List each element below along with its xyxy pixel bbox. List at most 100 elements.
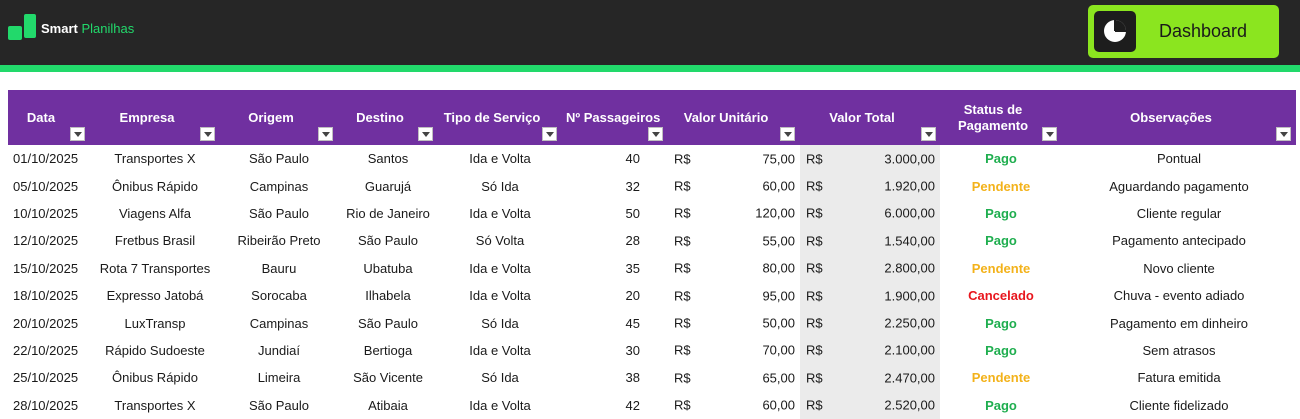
- table-row[interactable]: 20/10/2025 LuxTransp Campinas São Paulo Só I…: [8, 309, 1296, 337]
- cell-destino[interactable]: São Vicente: [353, 370, 423, 386]
- cell-origem[interactable]: São Paulo: [249, 151, 309, 167]
- cell-valor-total[interactable]: R$ 2.800,00: [800, 254, 940, 282]
- cell-destino[interactable]: Atibaia: [368, 397, 408, 413]
- cell-valor-unitario[interactable]: R$ 120,00: [668, 200, 800, 227]
- cell-passageiros[interactable]: 28: [625, 233, 640, 249]
- cell-destino[interactable]: Santos: [367, 151, 409, 167]
- filter-dropdown-icon[interactable]: [318, 127, 333, 141]
- cell-empresa[interactable]: Ônibus Rápido: [112, 370, 198, 386]
- status-badge[interactable]: Pago: [985, 151, 1017, 167]
- cell-valor-total[interactable]: R$ 2.520,00: [800, 391, 940, 419]
- status-badge[interactable]: Pendente: [971, 370, 1031, 386]
- cell-empresa[interactable]: Ônibus Rápido: [112, 178, 198, 194]
- cell-tipo-servico[interactable]: Ida e Volta: [469, 397, 531, 413]
- cell-data[interactable]: 28/10/2025: [13, 397, 79, 413]
- cell-origem[interactable]: Sorocaba: [251, 288, 307, 304]
- cell-data[interactable]: 22/10/2025: [13, 342, 79, 358]
- cell-observacoes[interactable]: Pontual: [1156, 151, 1202, 167]
- cell-empresa[interactable]: Transportes X: [114, 151, 196, 167]
- cell-observacoes[interactable]: Fatura emitida: [1137, 370, 1221, 386]
- status-badge[interactable]: Pago: [985, 205, 1017, 221]
- cell-observacoes[interactable]: Pagamento em dinheiro: [1109, 315, 1249, 331]
- status-badge[interactable]: Pago: [985, 315, 1017, 331]
- table-row[interactable]: 12/10/2025 Fretbus Brasil Ribeirão Preto Sã…: [8, 227, 1296, 255]
- cell-data[interactable]: 01/10/2025: [13, 151, 79, 167]
- cell-passageiros[interactable]: 30: [625, 342, 640, 358]
- cell-destino[interactable]: Ubatuba: [363, 260, 413, 276]
- status-badge[interactable]: Pago: [985, 233, 1017, 249]
- cell-data[interactable]: 25/10/2025: [13, 370, 79, 386]
- cell-passageiros[interactable]: 45: [625, 315, 640, 331]
- status-badge[interactable]: Pago: [985, 397, 1017, 413]
- status-badge[interactable]: Cancelado: [968, 288, 1034, 304]
- filter-dropdown-icon[interactable]: [648, 127, 663, 141]
- cell-destino[interactable]: São Paulo: [358, 233, 418, 249]
- cell-empresa[interactable]: Viagens Alfa: [118, 205, 192, 221]
- filter-dropdown-icon[interactable]: [1042, 127, 1057, 141]
- cell-valor-unitario[interactable]: R$ 80,00: [668, 255, 800, 282]
- filter-dropdown-icon[interactable]: [542, 127, 557, 141]
- cell-tipo-servico[interactable]: Só Ida: [481, 178, 519, 194]
- cell-valor-unitario[interactable]: R$ 75,00: [668, 145, 800, 172]
- table-row[interactable]: 25/10/2025 Ônibus Rápido Limeira São Vicent…: [8, 364, 1296, 392]
- cell-valor-total[interactable]: R$ 6.000,00: [800, 199, 940, 228]
- cell-destino[interactable]: Rio de Janeiro: [346, 205, 430, 221]
- cell-passageiros[interactable]: 38: [625, 370, 640, 386]
- cell-valor-unitario[interactable]: R$ 55,00: [668, 227, 800, 254]
- cell-tipo-servico[interactable]: Ida e Volta: [469, 342, 531, 358]
- cell-passageiros[interactable]: 40: [625, 151, 640, 167]
- cell-valor-total[interactable]: R$ 1.900,00: [800, 281, 940, 310]
- cell-origem[interactable]: São Paulo: [249, 397, 309, 413]
- cell-valor-total[interactable]: R$ 2.470,00: [800, 364, 940, 392]
- cell-data[interactable]: 10/10/2025: [13, 205, 79, 221]
- table-row[interactable]: 05/10/2025 Ônibus Rápido Campinas Guarujá Só…: [8, 172, 1296, 200]
- filter-dropdown-icon[interactable]: [200, 127, 215, 141]
- status-badge[interactable]: Pendente: [971, 260, 1031, 276]
- cell-empresa[interactable]: Expresso Jatobá: [106, 288, 204, 304]
- cell-empresa[interactable]: Rota 7 Transportes: [99, 260, 211, 276]
- cell-origem[interactable]: Campinas: [249, 178, 309, 194]
- cell-observacoes[interactable]: Cliente fidelizado: [1129, 397, 1229, 413]
- table-row[interactable]: 18/10/2025 Expresso Jatobá Sorocaba Ilhabel…: [8, 281, 1296, 310]
- cell-data[interactable]: 15/10/2025: [13, 260, 79, 276]
- filter-dropdown-icon[interactable]: [418, 127, 433, 141]
- cell-observacoes[interactable]: Pagamento antecipado: [1112, 233, 1246, 249]
- cell-tipo-servico[interactable]: Só Volta: [475, 233, 525, 249]
- cell-valor-unitario[interactable]: R$ 60,00: [668, 172, 800, 199]
- dashboard-button[interactable]: Dashboard: [1088, 5, 1279, 58]
- filter-dropdown-icon[interactable]: [921, 127, 936, 141]
- cell-tipo-servico[interactable]: Só Ida: [481, 315, 519, 331]
- cell-observacoes[interactable]: Cliente regular: [1136, 205, 1222, 221]
- cell-valor-unitario[interactable]: R$ 95,00: [668, 282, 800, 309]
- table-row[interactable]: 28/10/2025 Transportes X São Paulo Atibaia I…: [8, 391, 1296, 419]
- cell-passageiros[interactable]: 50: [625, 205, 640, 221]
- cell-origem[interactable]: São Paulo: [249, 205, 309, 221]
- status-badge[interactable]: Pendente: [971, 178, 1031, 194]
- cell-valor-unitario[interactable]: R$ 60,00: [668, 392, 800, 419]
- cell-observacoes[interactable]: Chuva - evento adiado: [1113, 288, 1245, 304]
- table-row[interactable]: 22/10/2025 Rápido Sudoeste Jundiaí Bertioga…: [8, 336, 1296, 365]
- cell-valor-total[interactable]: R$ 2.100,00: [800, 336, 940, 365]
- cell-tipo-servico[interactable]: Ida e Volta: [469, 151, 531, 167]
- status-badge[interactable]: Pago: [985, 342, 1017, 358]
- table-row[interactable]: 10/10/2025 Viagens Alfa São Paulo Rio de Ja…: [8, 199, 1296, 228]
- cell-origem[interactable]: Campinas: [249, 315, 309, 331]
- filter-dropdown-icon[interactable]: [1276, 127, 1291, 141]
- cell-origem[interactable]: Ribeirão Preto: [237, 233, 321, 249]
- cell-empresa[interactable]: LuxTransp: [124, 315, 186, 331]
- cell-destino[interactable]: Bertioga: [363, 342, 413, 358]
- table-row[interactable]: 01/10/2025 Transportes X São Paulo Santos Id…: [8, 145, 1296, 173]
- table-row[interactable]: 15/10/2025 Rota 7 Transportes Bauru Ubatuba…: [8, 254, 1296, 282]
- cell-data[interactable]: 05/10/2025: [13, 178, 79, 194]
- cell-origem[interactable]: Limeira: [257, 370, 301, 386]
- cell-valor-total[interactable]: R$ 1.540,00: [800, 227, 940, 255]
- cell-tipo-servico[interactable]: Só Ida: [481, 370, 519, 386]
- cell-valor-unitario[interactable]: R$ 70,00: [668, 337, 800, 364]
- cell-valor-unitario[interactable]: R$ 50,00: [668, 309, 800, 336]
- cell-origem[interactable]: Jundiaí: [258, 342, 300, 358]
- cell-passageiros[interactable]: 20: [625, 288, 640, 304]
- cell-data[interactable]: 12/10/2025: [13, 233, 79, 249]
- cell-tipo-servico[interactable]: Ida e Volta: [469, 205, 531, 221]
- cell-empresa[interactable]: Rápido Sudoeste: [105, 342, 205, 358]
- filter-dropdown-icon[interactable]: [70, 127, 85, 141]
